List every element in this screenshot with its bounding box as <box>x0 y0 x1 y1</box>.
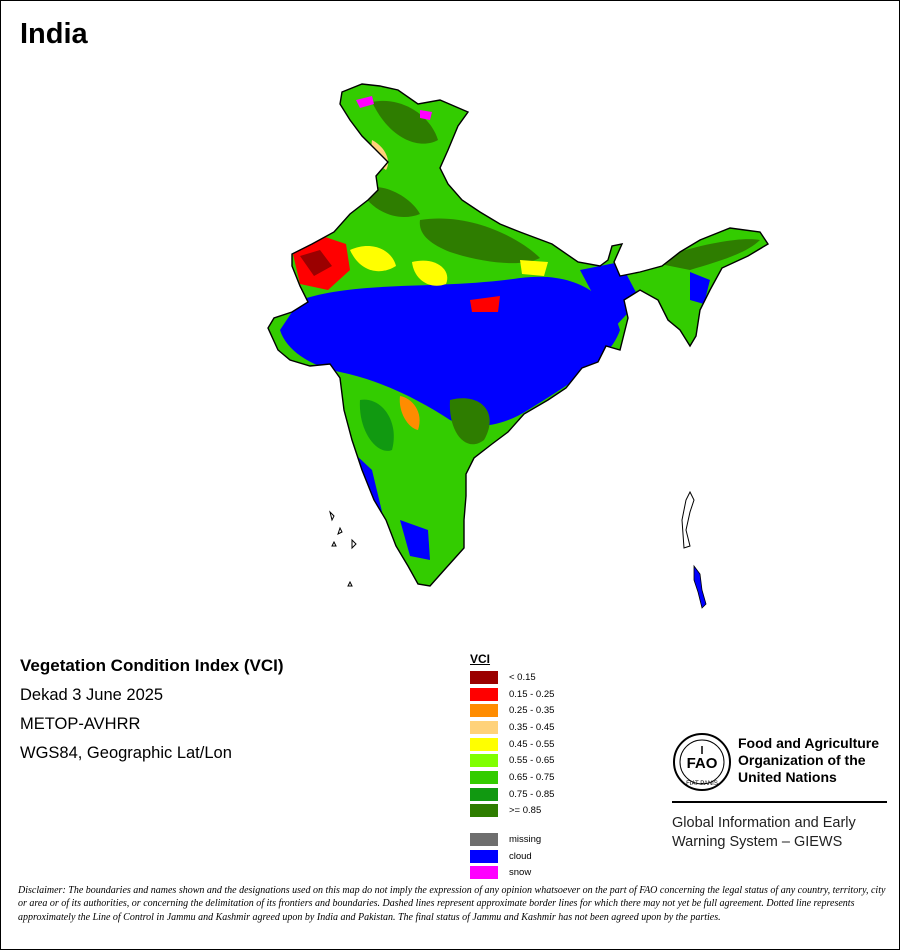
org-name-line-2: Organization of the <box>738 752 866 768</box>
legend-swatch <box>470 849 498 863</box>
organization-name: Food and Agriculture Organization of the… <box>738 735 879 786</box>
legend-swatch <box>470 687 498 701</box>
legend-item: >= 0.85 <box>470 803 554 820</box>
disclaimer-text: Disclaimer: The boundaries and names sho… <box>18 885 886 923</box>
legend-item: 0.35 - 0.45 <box>470 719 554 736</box>
legend-label: >= 0.85 <box>509 805 542 817</box>
legend-item: snow <box>470 865 554 882</box>
legend-item: 0.15 - 0.25 <box>470 686 554 703</box>
org-name-line-3: United Nations <box>738 769 837 785</box>
giews-line-1: Global Information and Early <box>672 815 856 831</box>
emblem-motto: FIAT PANIS <box>686 781 718 787</box>
divider <box>672 801 887 803</box>
vci-map <box>267 83 769 609</box>
legend-item: 0.25 - 0.35 <box>470 702 554 719</box>
org-name-line-1: Food and Agriculture <box>738 735 880 751</box>
legend-label: 0.35 - 0.45 <box>509 721 555 733</box>
legend-label: 0.55 - 0.65 <box>509 755 555 767</box>
legend-swatch <box>470 833 498 847</box>
giews-label: Global Information and Early Warning Sys… <box>672 814 856 852</box>
giews-line-2: Warning System – GIEWS <box>672 834 843 850</box>
legend-label: cloud <box>509 850 532 862</box>
country-title: India <box>20 18 88 50</box>
legend-item: missing <box>470 831 554 848</box>
projection-label: WGS84, Geographic Lat/Lon <box>20 744 232 762</box>
emblem-text: FAO <box>687 755 718 772</box>
legend-label: 0.15 - 0.25 <box>509 688 555 700</box>
legend-swatch <box>470 866 498 880</box>
legend-label: 0.75 - 0.85 <box>509 788 555 800</box>
legend-item: 0.65 - 0.75 <box>470 769 554 786</box>
legend-swatch <box>470 754 498 768</box>
legend-item: cloud <box>470 848 554 865</box>
legend-item: 0.75 - 0.85 <box>470 786 554 803</box>
vci-legend: VCI < 0.15 0.15 - 0.25 0.25 - 0.35 0.35 - 0… <box>470 652 554 881</box>
legend-swatch <box>470 770 498 784</box>
legend-label: snow <box>509 867 532 879</box>
period-label: Dekad 3 June 2025 <box>20 686 164 704</box>
legend-swatch <box>470 670 498 684</box>
map-info: Vegetation Condition Index (VCI) Dekad 3… <box>20 656 284 773</box>
legend-item: 0.55 - 0.65 <box>470 752 554 769</box>
legend-label: < 0.15 <box>509 671 536 683</box>
legend-swatch <box>470 704 498 718</box>
legend-label: 0.45 - 0.55 <box>509 738 555 750</box>
legend-swatch <box>470 720 498 734</box>
legend-label: 0.65 - 0.75 <box>509 771 555 783</box>
legend-label: missing <box>509 834 542 846</box>
legend-swatch <box>470 804 498 818</box>
index-title: Vegetation Condition Index (VCI) <box>20 656 284 675</box>
legend-item: 0.45 - 0.55 <box>470 736 554 753</box>
legend-swatch <box>470 737 498 751</box>
sensor-label: METOP-AVHRR <box>20 715 141 733</box>
legend-title: VCI <box>470 652 491 666</box>
legend-label: 0.25 - 0.35 <box>509 705 555 717</box>
fao-emblem-icon: FAO FIAT PANIS <box>673 733 731 791</box>
legend-swatch <box>470 787 498 801</box>
legend-item: < 0.15 <box>470 669 554 686</box>
